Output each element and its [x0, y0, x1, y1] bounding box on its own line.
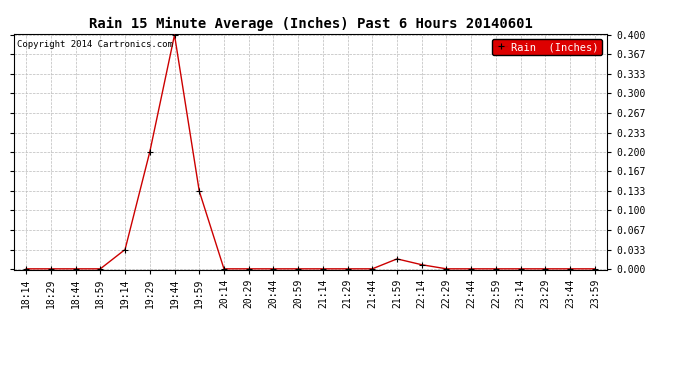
Rain  (Inches) — [244, 267, 253, 271]
Rain  (Inches) — [121, 247, 129, 252]
Rain  (Inches) — [269, 267, 277, 271]
Rain  (Inches) — [319, 267, 327, 271]
Rain  (Inches) — [442, 267, 451, 271]
Rain  (Inches) — [47, 267, 55, 271]
Title: Rain 15 Minute Average (Inches) Past 6 Hours 20140601: Rain 15 Minute Average (Inches) Past 6 H… — [88, 17, 533, 31]
Rain  (Inches) — [170, 33, 179, 37]
Rain  (Inches) — [492, 267, 500, 271]
Rain  (Inches) — [22, 267, 30, 271]
Rain  (Inches) — [146, 150, 154, 154]
Rain  (Inches) — [368, 267, 377, 271]
Rain  (Inches) — [566, 267, 574, 271]
Rain  (Inches) — [344, 267, 352, 271]
Rain  (Inches) — [72, 267, 80, 271]
Legend: Rain  (Inches): Rain (Inches) — [491, 39, 602, 55]
Rain  (Inches) — [96, 267, 104, 271]
Rain  (Inches) — [417, 262, 426, 267]
Line: Rain  (Inches): Rain (Inches) — [23, 32, 598, 272]
Rain  (Inches) — [220, 267, 228, 271]
Rain  (Inches) — [294, 267, 302, 271]
Rain  (Inches) — [591, 267, 599, 271]
Rain  (Inches) — [195, 189, 204, 193]
Rain  (Inches) — [467, 267, 475, 271]
Rain  (Inches) — [393, 256, 401, 261]
Text: Copyright 2014 Cartronics.com: Copyright 2014 Cartronics.com — [17, 40, 172, 49]
Rain  (Inches) — [541, 267, 549, 271]
Rain  (Inches) — [517, 267, 525, 271]
